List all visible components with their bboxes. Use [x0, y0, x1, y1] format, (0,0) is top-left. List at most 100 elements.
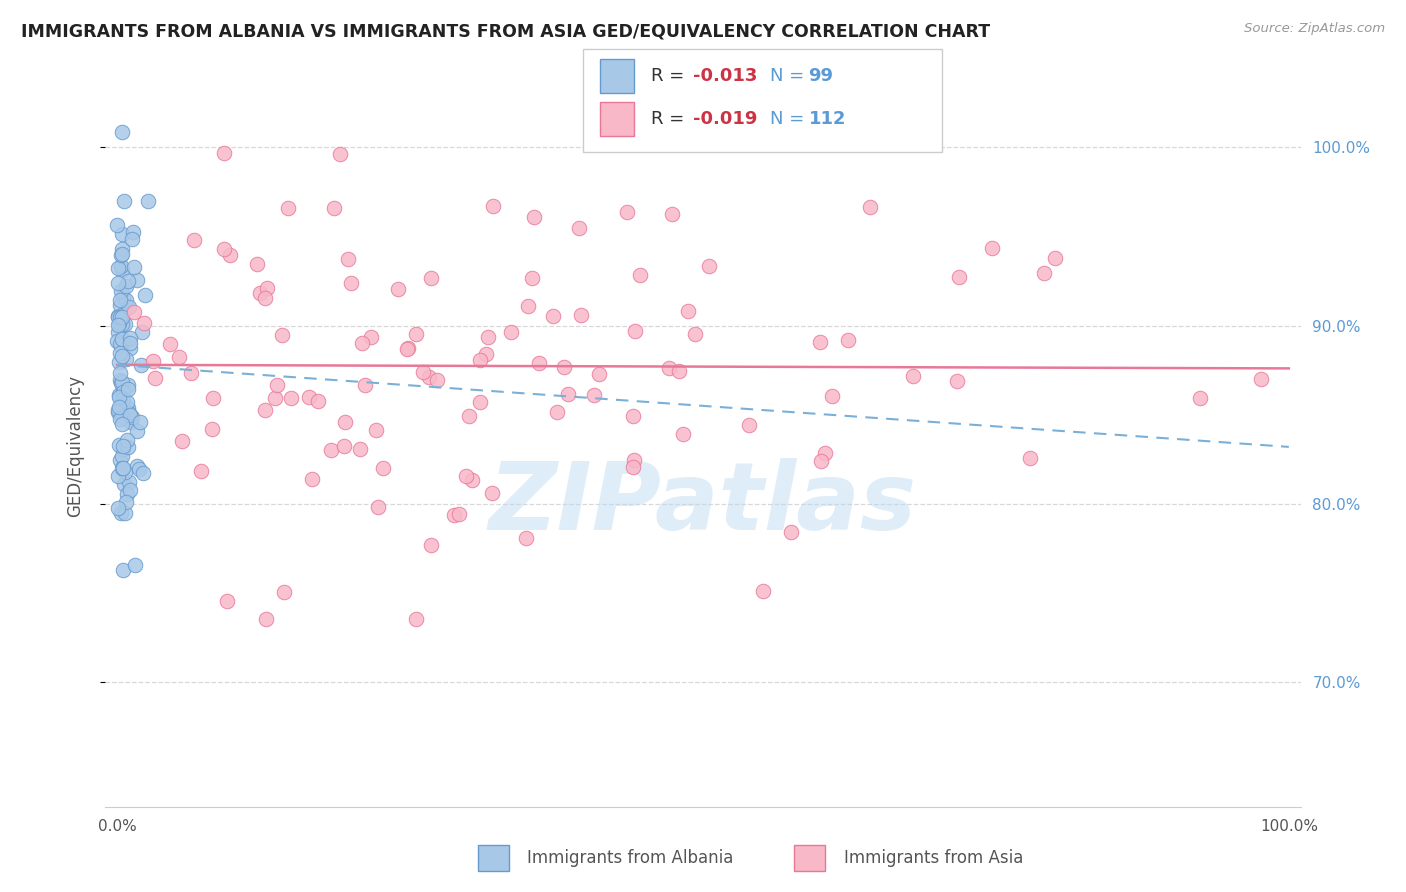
- Point: [349, 442, 371, 457]
- Point: [110, 339, 132, 353]
- Point: [481, 486, 503, 500]
- Point: [678, 304, 700, 318]
- Point: [371, 461, 394, 475]
- Point: [111, 410, 134, 425]
- Point: [115, 495, 138, 509]
- Point: [117, 401, 139, 416]
- Point: [468, 353, 491, 368]
- Point: [111, 375, 134, 389]
- Point: [219, 248, 242, 262]
- Point: [527, 356, 550, 370]
- Point: [214, 145, 236, 160]
- Point: [117, 475, 139, 489]
- Point: [111, 461, 134, 475]
- Point: [256, 281, 278, 295]
- Text: Immigrants from Asia: Immigrants from Asia: [844, 849, 1024, 867]
- Point: [697, 260, 720, 274]
- Point: [110, 259, 132, 273]
- Point: [115, 278, 138, 293]
- Point: [107, 500, 129, 515]
- Point: [112, 392, 135, 406]
- Point: [254, 612, 277, 626]
- Point: [108, 412, 131, 426]
- Point: [307, 393, 329, 408]
- Point: [108, 390, 131, 404]
- Point: [111, 398, 134, 412]
- Point: [266, 377, 288, 392]
- Point: [179, 366, 201, 380]
- Point: [568, 221, 591, 235]
- Point: [108, 387, 131, 401]
- Point: [121, 226, 143, 240]
- Text: IMMIGRANTS FROM ALBANIA VS IMMIGRANTS FROM ASIA GED/EQUIVALENCY CORRELATION CHAR: IMMIGRANTS FROM ALBANIA VS IMMIGRANTS FR…: [21, 22, 990, 40]
- Point: [108, 293, 131, 307]
- Point: [115, 352, 138, 367]
- Point: [118, 483, 141, 497]
- Point: [271, 327, 294, 342]
- Point: [111, 417, 134, 431]
- Point: [107, 310, 129, 324]
- Point: [628, 268, 651, 282]
- Point: [337, 252, 360, 267]
- Point: [339, 276, 361, 290]
- Point: [273, 585, 295, 599]
- Point: [115, 487, 138, 501]
- Point: [114, 465, 136, 479]
- Text: R =: R =: [651, 110, 690, 128]
- Point: [522, 271, 544, 285]
- Point: [672, 427, 695, 442]
- Point: [412, 364, 434, 378]
- Point: [134, 287, 156, 301]
- Point: [461, 473, 484, 487]
- Text: R =: R =: [651, 67, 690, 85]
- Point: [426, 373, 449, 387]
- Point: [297, 390, 319, 404]
- Point: [738, 417, 761, 432]
- Point: [112, 439, 135, 453]
- Point: [131, 325, 153, 339]
- Point: [333, 438, 356, 452]
- Text: 99: 99: [808, 67, 834, 85]
- Point: [111, 309, 134, 323]
- Point: [117, 440, 139, 454]
- Point: [621, 409, 644, 423]
- Point: [110, 247, 132, 261]
- Point: [128, 462, 150, 476]
- Text: ZIPatlas: ZIPatlas: [489, 458, 917, 549]
- Point: [124, 558, 146, 573]
- Point: [212, 242, 235, 256]
- Point: [624, 324, 647, 338]
- Point: [110, 376, 132, 390]
- Point: [217, 594, 239, 608]
- Point: [837, 333, 859, 347]
- Point: [418, 370, 440, 384]
- Point: [523, 210, 546, 224]
- Point: [443, 508, 465, 522]
- Point: [859, 200, 882, 214]
- Point: [447, 508, 470, 522]
- Point: [280, 391, 302, 405]
- Point: [477, 330, 499, 344]
- Point: [980, 241, 1002, 255]
- Point: [516, 299, 538, 313]
- Point: [277, 202, 299, 216]
- Point: [752, 584, 775, 599]
- Point: [183, 234, 205, 248]
- Point: [110, 366, 132, 380]
- Point: [108, 310, 131, 324]
- Point: [125, 458, 148, 473]
- Point: [482, 199, 505, 213]
- Point: [111, 262, 134, 277]
- Point: [117, 377, 139, 392]
- Point: [114, 317, 136, 331]
- Point: [553, 359, 575, 374]
- Point: [118, 300, 141, 314]
- Point: [321, 442, 343, 457]
- Point: [142, 353, 165, 368]
- Point: [1043, 252, 1066, 266]
- Point: [254, 291, 277, 305]
- Point: [557, 387, 579, 401]
- Point: [474, 347, 496, 361]
- Point: [108, 355, 131, 369]
- Point: [118, 406, 141, 420]
